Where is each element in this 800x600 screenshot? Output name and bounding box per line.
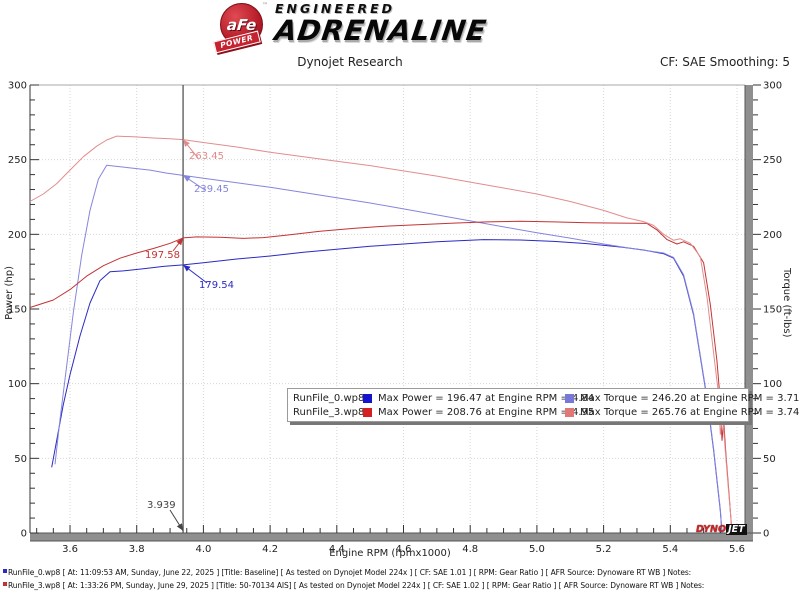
x-tick-label: 4.6 — [396, 544, 412, 555]
dynojet-logo-jet: JET — [726, 524, 747, 535]
legend-file-name: RunFile_0.wp8 — [293, 392, 365, 404]
trademark-symbol: ™ — [262, 2, 268, 9]
dynojet-logo: DYNO JET — [696, 524, 747, 535]
curve-runfile3-torque — [29, 135, 733, 531]
smoothing-setting-label: CF: SAE Smoothing: 5 — [659, 55, 790, 69]
right-tick-label: 250 — [763, 155, 782, 166]
curve-runfile0-torque — [54, 164, 723, 534]
annotation-arrowhead — [183, 264, 191, 272]
x-tick-label: 4.0 — [195, 544, 211, 555]
curve-runfile0-power — [51, 239, 723, 534]
left-tick-label: 0 — [21, 529, 27, 540]
legend-file-name: RunFile_3.wp8 — [293, 406, 365, 418]
legend: RunFile_0.wp8 Max Power = 196.47 at Engi… — [287, 388, 799, 422]
x-tick-label: 5.2 — [596, 544, 612, 555]
x-axis-title: Engine RPM (rpmx1000) — [329, 548, 451, 559]
afe-logo: aFe ™ POWER ENGINEERED ADRENALINE — [213, 1, 489, 54]
torque-swatch-lightblue — [565, 393, 574, 403]
left-axis-title: Power (hp) — [4, 266, 15, 320]
x-tick-label: 3.8 — [129, 544, 145, 555]
afe-logo-circle: aFe ™ POWER — [213, 2, 268, 54]
run-info-text: RunFile_0.wp8 [ At: 11:09:53 AM, Sunday,… — [8, 568, 692, 577]
right-tick-label: 0 — [763, 529, 769, 540]
right-tick-label: 300 — [763, 81, 782, 92]
x-tick-label: 4.4 — [329, 544, 345, 555]
annotation-arrowhead — [183, 139, 190, 147]
x-tick-label: 5.4 — [662, 544, 678, 555]
run-info-footer: RunFile_0.wp8 [ At: 11:09:53 AM, Sunday,… — [3, 568, 800, 594]
right-shadow-bar — [745, 85, 753, 541]
x-tick-label: 5.0 — [529, 544, 545, 555]
max-torque-stat: Max Torque = 265.76 at Engine RPM = 3.74 — [580, 406, 800, 418]
max-torque-stat: Max Torque = 246.20 at Engine RPM = 3.71 — [580, 392, 800, 404]
dynojet-logo-dyno: DYNO — [696, 524, 727, 535]
cursor-value-label: 263.45 — [189, 151, 224, 162]
annotation-arrowhead — [183, 175, 191, 182]
engineered-text: ENGINEERED — [275, 1, 395, 16]
right-axis-title: Torque (ft-lbs) — [781, 268, 792, 338]
max-power-stat: Max Power = 208.76 at Engine RPM = 4.95 — [378, 406, 595, 418]
run-marker — [3, 582, 7, 586]
legend-row-runfile3: RunFile_3.wp8 Max Power = 208.76 at Engi… — [293, 405, 799, 419]
x-tick-label: 5.6 — [729, 544, 745, 555]
chart-title: Dynojet Research — [297, 55, 403, 69]
legend-row-runfile0: RunFile_0.wp8 Max Power = 196.47 at Engi… — [293, 391, 799, 405]
x-tick-label: 3.6 — [62, 544, 78, 555]
x-tick-label: 4.2 — [262, 544, 278, 555]
annotation-arrowhead — [176, 237, 184, 246]
max-power-stat: Max Power = 196.47 at Engine RPM = 4.84 — [378, 392, 595, 404]
left-tick-label: 150 — [8, 305, 27, 316]
curve-runfile3-power — [29, 220, 733, 534]
torque-swatch-lightred — [565, 407, 574, 417]
run-info-line: RunFile_0.wp8 [ At: 11:09:53 AM, Sunday,… — [3, 568, 800, 581]
bottom-shadow-bar — [30, 533, 753, 541]
left-tick-label: 50 — [14, 454, 27, 465]
power-swatch-red — [363, 407, 372, 417]
run-info-text: RunFile_3.wp8 [ At: 1:33:26 PM, Sunday, … — [8, 581, 705, 590]
annotation-arrowhead — [176, 523, 184, 531]
power-swatch-blue — [363, 393, 372, 403]
right-tick-label: 100 — [763, 379, 782, 390]
right-tick-label: 200 — [763, 230, 782, 241]
right-tick-label: 50 — [763, 454, 776, 465]
left-tick-label: 100 — [8, 379, 27, 390]
left-tick-label: 250 — [8, 155, 27, 166]
run-marker — [3, 569, 7, 573]
x-tick-label: 4.8 — [462, 544, 478, 555]
cursor-value-label: 239.45 — [194, 184, 229, 195]
right-tick-label: 150 — [763, 305, 782, 316]
adrenaline-wordmark: ENGINEERED ADRENALINE — [273, 1, 489, 46]
left-tick-label: 200 — [8, 230, 27, 241]
left-tick-label: 300 — [8, 81, 27, 92]
cursor-value-label: 197.58 — [145, 250, 180, 261]
cursor-value-label: 179.54 — [199, 280, 234, 291]
cursor-value-label: 3.939 — [147, 500, 176, 511]
run-info-line: RunFile_3.wp8 [ At: 1:33:26 PM, Sunday, … — [3, 581, 800, 594]
